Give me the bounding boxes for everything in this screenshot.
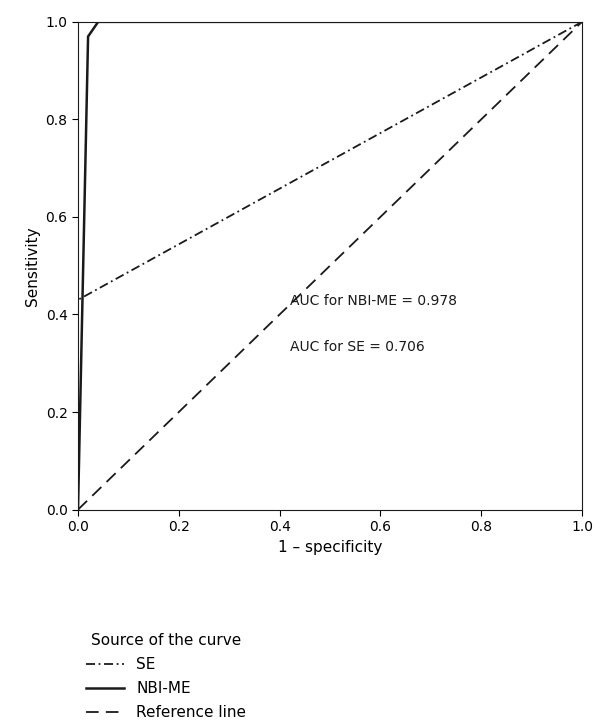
Line: SE: SE <box>78 22 582 510</box>
Line: NBI-ME: NBI-ME <box>78 22 582 510</box>
NBI-ME <box>85 32 92 41</box>
NBI-ME <box>95 17 102 26</box>
SE <box>74 296 82 304</box>
SE <box>578 17 586 26</box>
SE <box>74 505 82 514</box>
Y-axis label: Sensitivity: Sensitivity <box>25 226 40 306</box>
Text: AUC for NBI-ME = 0.978

AUC for SE = 0.706: AUC for NBI-ME = 0.978 AUC for SE = 0.70… <box>290 294 457 354</box>
NBI-ME <box>578 17 586 26</box>
X-axis label: 1 – specificity: 1 – specificity <box>278 539 382 555</box>
NBI-ME <box>74 505 82 514</box>
Legend: SE, NBI-ME, Reference line: SE, NBI-ME, Reference line <box>86 633 246 721</box>
